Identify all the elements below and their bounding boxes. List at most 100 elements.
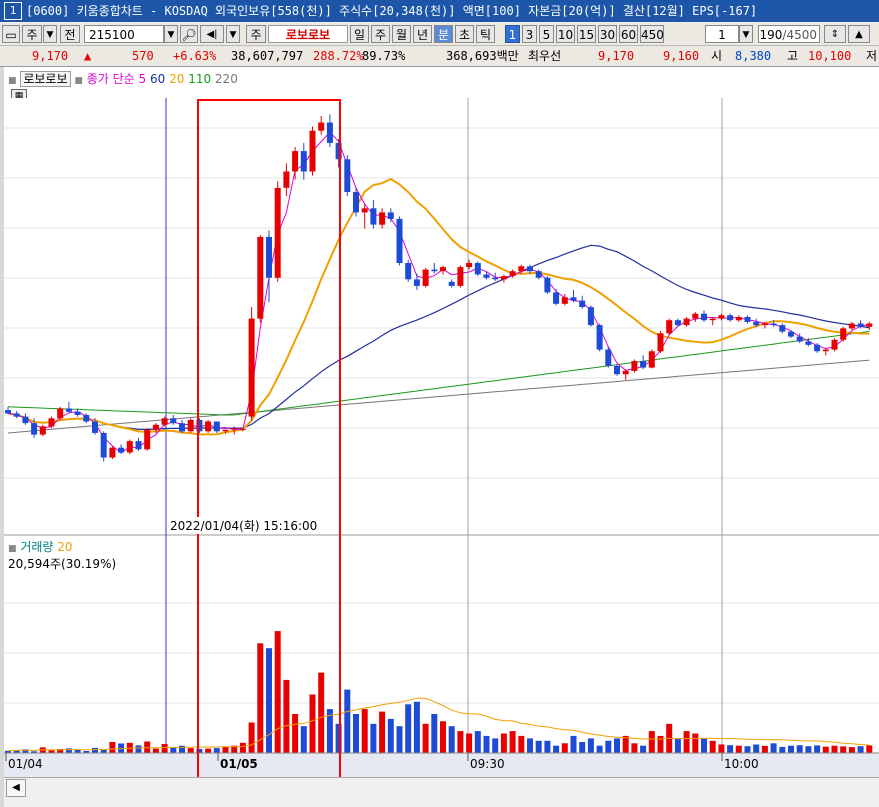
candle-body-33: [292, 151, 299, 172]
candle-body-62: [544, 277, 551, 293]
period-tab-4[interactable]: 분: [434, 25, 453, 43]
volume-bar-21: [187, 748, 194, 753]
settings-icon[interactable]: ⇕: [824, 25, 846, 43]
type-button[interactable]: 주: [246, 25, 266, 43]
low-label: 저: [866, 49, 878, 63]
period-tab-1[interactable]: 주: [371, 25, 390, 43]
interval-button-450[interactable]: 450: [640, 25, 664, 43]
up-arrow-icon: ▲: [84, 49, 92, 63]
candle-body-49: [431, 269, 438, 272]
interval-button-1[interactable]: 1: [505, 25, 520, 43]
volume-bar-93: [814, 745, 821, 753]
volume-bar-68: [596, 745, 603, 753]
period-tab-6[interactable]: 틱: [476, 25, 495, 43]
speaker-icon[interactable]: ◀|: [200, 25, 224, 43]
candle-body-64: [561, 297, 568, 304]
count-select[interactable]: 1: [705, 25, 739, 43]
screen-icon[interactable]: ▭: [2, 25, 20, 43]
candle-body-75: [657, 333, 664, 352]
best-bid: 9,160: [663, 49, 700, 63]
count-input[interactable]: 190/4500: [758, 25, 820, 43]
chart-svg: 01/04 01/05 09:30 10:00: [4, 98, 879, 777]
candle-body-15: [135, 441, 142, 450]
chevron-down-icon-2[interactable]: ▼: [226, 25, 240, 43]
chevron-down-icon[interactable]: ▼: [43, 25, 57, 43]
legend-bullet-icon: ■: [8, 76, 17, 86]
candle-body-76: [666, 320, 673, 334]
period-tab-2[interactable]: 월: [392, 25, 411, 43]
period-tab-5[interactable]: 초: [455, 25, 474, 43]
candle-body-1: [13, 413, 20, 417]
stock-code-input[interactable]: 215100: [84, 25, 164, 43]
volume-bar-69: [605, 740, 612, 753]
window-title: [0600] 키움종합차트 - KOSDAQ 외국인보유[558(천)] 주식수…: [26, 4, 758, 18]
volume-bar-92: [805, 746, 812, 753]
title-bar: 1 [0600] 키움종합차트 - KOSDAQ 외국인보유[558(천)] 주식…: [0, 0, 879, 22]
volume-bar-71: [622, 735, 629, 753]
candle-body-36: [318, 122, 325, 131]
count-total: /4500: [782, 28, 817, 42]
candle-body-94: [822, 349, 829, 352]
period-button[interactable]: 주: [22, 25, 42, 43]
candle-body-84: [735, 317, 742, 321]
prev-button[interactable]: 전: [60, 25, 80, 43]
open-price: 8,380: [735, 49, 772, 63]
period-tab-0[interactable]: 일: [350, 25, 369, 43]
period-tab-3[interactable]: 년: [413, 25, 432, 43]
arrow-up-icon[interactable]: ▲: [848, 25, 870, 43]
count-dropdown-icon[interactable]: ▼: [739, 25, 753, 43]
volume-bar-33: [292, 714, 299, 753]
interval-button-60[interactable]: 60: [619, 25, 638, 43]
candle-body-93: [814, 344, 821, 352]
candle-body-22: [196, 419, 203, 432]
volume-bar-1: [13, 750, 20, 753]
count-value: 190: [759, 28, 783, 42]
ma110-line: [7, 331, 870, 416]
candle-body-46: [405, 263, 412, 280]
candle-body-9: [83, 415, 90, 422]
price-change: 570: [132, 49, 154, 63]
volume-bar-99: [866, 745, 873, 753]
volume-bar-11: [100, 749, 107, 753]
volume-bar-90: [788, 745, 794, 753]
candle-body-20: [179, 423, 185, 432]
volume-bar-7: [65, 748, 72, 753]
scroll-left-icon[interactable]: ◀: [6, 779, 26, 797]
ma220-line: [7, 359, 870, 434]
crosshair-date-label: 2022/01/04(화) 15:16:00: [170, 517, 318, 534]
ma5-line: [7, 131, 870, 454]
candle-body-24: [213, 421, 220, 432]
candle-body-4: [39, 426, 46, 435]
candle-body-59: [518, 266, 525, 272]
volume-ma-line: [7, 697, 870, 752]
stock-name: 로보로보: [268, 25, 348, 43]
candle-body-88: [770, 323, 777, 326]
candle-body-32: [283, 171, 290, 188]
volume-bar-36: [318, 672, 325, 753]
volume-bar-80: [701, 738, 707, 753]
volume-bar-73: [640, 745, 647, 753]
interval-button-30[interactable]: 30: [598, 25, 617, 43]
left-edge: [0, 67, 4, 807]
ma60-line: [7, 244, 870, 430]
interval-button-15[interactable]: 15: [577, 25, 596, 43]
legend-stock-name[interactable]: 로보로보: [20, 71, 71, 87]
interval-button-5[interactable]: 5: [539, 25, 554, 43]
candle-body-83: [727, 315, 734, 321]
candle-body-57: [500, 276, 507, 280]
interval-button-10[interactable]: 10: [556, 25, 575, 43]
volume-bar-96: [840, 746, 847, 753]
volume-bar-75: [657, 735, 664, 753]
high-price: 10,100: [808, 49, 852, 63]
candle-body-78: [683, 318, 690, 326]
volume-bar-94: [822, 746, 829, 753]
candle-body-25: [222, 429, 229, 432]
search-icon[interactable]: 🔎︎: [180, 25, 198, 43]
candle-body-63: [553, 292, 560, 304]
horizontal-scrollbar[interactable]: ◀: [4, 777, 879, 797]
interval-button-3[interactable]: 3: [522, 25, 537, 43]
candle-body-38: [335, 142, 342, 160]
x-axis-label-1: 01/05: [220, 757, 258, 771]
legend-ma60: 60: [149, 72, 166, 86]
code-dropdown-icon[interactable]: ▼: [164, 25, 178, 43]
